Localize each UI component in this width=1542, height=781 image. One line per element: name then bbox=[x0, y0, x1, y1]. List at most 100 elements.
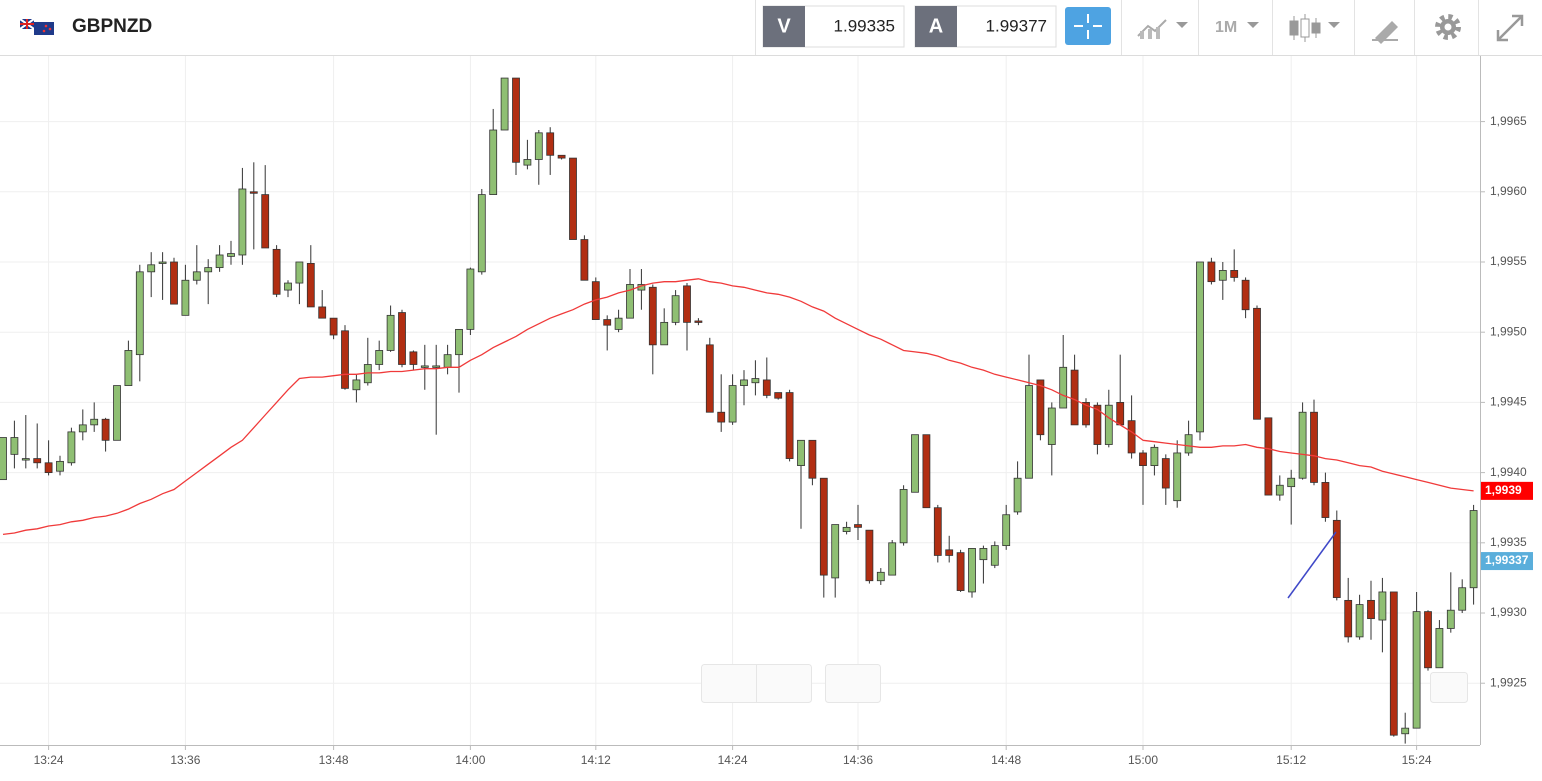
candle-body bbox=[1412, 611, 1421, 729]
candle-body bbox=[1435, 628, 1444, 669]
candle-body bbox=[432, 365, 441, 368]
candle-body bbox=[1310, 411, 1318, 483]
candle-body bbox=[945, 549, 954, 556]
x-tick-label: 15:00 bbox=[1128, 753, 1158, 767]
bid-label: V bbox=[777, 15, 791, 37]
candle-body bbox=[1355, 604, 1364, 638]
y-tick-label: 1,9940 bbox=[1490, 465, 1527, 479]
candle-body bbox=[489, 129, 498, 195]
y-tick-label: 1,9930 bbox=[1490, 605, 1527, 619]
candle-body bbox=[261, 194, 270, 249]
trend-line-drawing bbox=[1287, 531, 1337, 599]
candle-body bbox=[557, 154, 566, 159]
candle-body bbox=[90, 418, 99, 426]
candle-body bbox=[33, 458, 42, 464]
candle-body bbox=[1458, 587, 1467, 611]
candle-body bbox=[512, 77, 520, 163]
candle-body bbox=[500, 77, 509, 131]
crosshair-button[interactable] bbox=[1065, 7, 1111, 45]
candle-body bbox=[1298, 411, 1307, 479]
grid bbox=[0, 56, 1480, 745]
candle-body bbox=[1287, 477, 1296, 488]
candle-body bbox=[614, 317, 623, 330]
candle-body bbox=[546, 132, 555, 156]
candle-body bbox=[956, 552, 965, 591]
candle-body bbox=[808, 439, 817, 479]
candle-body bbox=[135, 271, 144, 356]
plot bbox=[0, 77, 1478, 744]
candle-body bbox=[888, 542, 897, 576]
candle-body bbox=[1013, 477, 1022, 513]
candle-style-button[interactable] bbox=[1289, 14, 1340, 42]
candle-body bbox=[1241, 279, 1250, 311]
candle-body bbox=[21, 458, 30, 461]
settings-button[interactable] bbox=[1435, 14, 1461, 40]
candle-body bbox=[523, 159, 532, 166]
candle-body bbox=[227, 253, 235, 257]
y-tick-label: 1,9950 bbox=[1490, 324, 1527, 338]
candle-body bbox=[1207, 261, 1216, 283]
candle-body bbox=[1253, 307, 1261, 420]
candle-body bbox=[1218, 270, 1227, 281]
candle-body bbox=[648, 286, 657, 346]
candle-body bbox=[192, 271, 201, 281]
candle-body bbox=[386, 314, 395, 351]
candle-body bbox=[1002, 514, 1011, 547]
candle-body bbox=[78, 424, 87, 433]
candle-body bbox=[466, 268, 475, 330]
x-tick-label: 15:12 bbox=[1276, 753, 1306, 767]
candle-body bbox=[1184, 434, 1193, 454]
price-marker bbox=[1481, 552, 1533, 571]
candle-body bbox=[158, 261, 167, 264]
candle-body bbox=[101, 418, 110, 441]
candle-body bbox=[1424, 611, 1432, 669]
candle-body bbox=[819, 477, 828, 576]
candle-body bbox=[1139, 452, 1147, 466]
chart-type-button[interactable] bbox=[1137, 19, 1188, 39]
candle-body bbox=[854, 524, 862, 528]
candle-body bbox=[751, 378, 760, 384]
candle-body bbox=[603, 319, 612, 326]
moving-average bbox=[2, 278, 1474, 536]
candle-body bbox=[785, 392, 794, 459]
scroll-control[interactable] bbox=[1430, 672, 1468, 703]
candle-body bbox=[899, 489, 908, 544]
reset-control[interactable] bbox=[825, 664, 881, 703]
fullscreen-button[interactable] bbox=[1496, 14, 1524, 42]
candle-body bbox=[762, 379, 771, 396]
x-tick-label: 13:48 bbox=[319, 753, 349, 767]
candle-body bbox=[295, 261, 304, 284]
draw-button[interactable] bbox=[1372, 21, 1398, 44]
candle-body bbox=[1367, 599, 1375, 620]
candle-body bbox=[455, 328, 463, 356]
candle-body bbox=[318, 306, 327, 319]
candle-body bbox=[249, 191, 258, 194]
candle-body bbox=[534, 132, 543, 160]
candle-body bbox=[1378, 591, 1387, 621]
crosshair-icon bbox=[1074, 14, 1102, 39]
candle-body bbox=[831, 524, 840, 579]
candle-body bbox=[1047, 407, 1056, 445]
candle-body bbox=[660, 321, 669, 346]
candle-body bbox=[341, 330, 349, 389]
candle-body bbox=[10, 437, 19, 455]
x-tick-label: 13:36 bbox=[170, 753, 200, 767]
x-tick-label: 14:48 bbox=[991, 753, 1021, 767]
candle-body bbox=[717, 411, 726, 423]
candle-body bbox=[728, 385, 737, 423]
timeframe-button[interactable]: 1M bbox=[1215, 19, 1259, 36]
candle-body bbox=[1070, 369, 1079, 426]
candle-body bbox=[968, 548, 976, 593]
y-tick-label: 1,9955 bbox=[1490, 254, 1527, 268]
ask-price: 1.99377 bbox=[986, 16, 1047, 35]
candle-body bbox=[876, 571, 885, 582]
y-tick-label: 1,9925 bbox=[1490, 675, 1527, 689]
y-tick-label: 1,9965 bbox=[1490, 114, 1527, 128]
candle-body bbox=[215, 254, 224, 269]
candle-body bbox=[1446, 609, 1455, 629]
x-tick-label: 15:24 bbox=[1402, 753, 1432, 767]
candle-body bbox=[1127, 420, 1136, 454]
candle-body bbox=[1082, 402, 1090, 426]
